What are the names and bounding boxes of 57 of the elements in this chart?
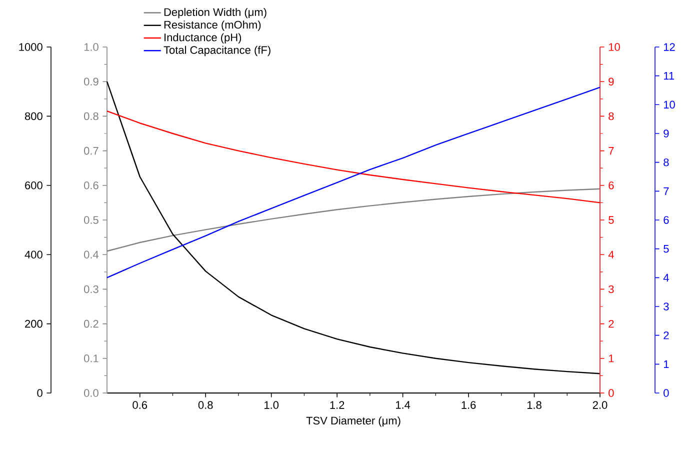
y-tick-label: 0.4 bbox=[84, 250, 99, 258]
x-tick-label: 2.0 bbox=[592, 401, 608, 409]
y2-tick-label: 1000 bbox=[19, 43, 42, 51]
y2-tick-label: 11 bbox=[664, 72, 674, 80]
y-tick-label: 9 bbox=[608, 78, 614, 86]
x-tick-label: 1.6 bbox=[462, 401, 476, 409]
y-tick-label: 0.6 bbox=[84, 182, 98, 190]
line-series bbox=[106, 188, 601, 252]
y-tick-label: 3 bbox=[608, 285, 614, 294]
x-tick-label: 0.6 bbox=[132, 401, 148, 409]
y2-tick-label: 6 bbox=[664, 216, 669, 224]
y-tick-label: 0.3 bbox=[84, 285, 98, 294]
y2-tick-label: 1 bbox=[664, 360, 669, 368]
x-tick-label: 1.2 bbox=[330, 401, 344, 409]
y-tick-label: 10 bbox=[608, 43, 620, 51]
x-tick-label: 1.8 bbox=[527, 401, 542, 409]
y2-tick-label: 12 bbox=[664, 43, 675, 51]
y2-tick-label: 400 bbox=[24, 250, 42, 258]
y2-tick-label: 8 bbox=[664, 158, 669, 166]
x-axis-title: TSV Diameter (μm) bbox=[306, 416, 400, 427]
y-tick-label: 0.5 bbox=[84, 216, 98, 224]
y2-tick-label: 10 bbox=[664, 100, 675, 109]
y2-tick-label: 5 bbox=[664, 245, 669, 253]
y-tick-label: 0 bbox=[608, 389, 614, 397]
y-tick-label: 5 bbox=[608, 216, 614, 224]
x-tick-label: 0.8 bbox=[198, 401, 213, 409]
line-series bbox=[106, 86, 601, 278]
y2-tick-label: 200 bbox=[25, 320, 42, 328]
y2-tick-label: 2 bbox=[664, 332, 669, 340]
y-tick-label: 7 bbox=[608, 147, 614, 155]
y2-tick-label: 4 bbox=[663, 274, 669, 282]
y2-tick-label: 0 bbox=[37, 389, 42, 397]
y-tick-label: 1 bbox=[608, 354, 614, 362]
y-tick-label: 0.2 bbox=[84, 320, 98, 328]
y-tick-label: 0.0 bbox=[84, 389, 98, 397]
legend-label: Total Capacitance (fF) bbox=[164, 46, 270, 56]
legend-label: Depletion Width (μm) bbox=[164, 8, 266, 18]
x-tick-label: 1.4 bbox=[396, 401, 410, 409]
y2-tick-label: 9 bbox=[664, 130, 669, 138]
y2-tick-label: 3 bbox=[664, 302, 669, 310]
y-tick-label: 8 bbox=[608, 112, 614, 120]
line-series bbox=[106, 81, 601, 374]
legend-label: Inductance (pH) bbox=[164, 33, 242, 44]
y-tick-label: 6 bbox=[608, 182, 614, 190]
y-tick-label: 2 bbox=[608, 320, 614, 328]
y-tick-label: 1.0 bbox=[84, 43, 98, 51]
y2-tick-label: 800 bbox=[24, 112, 42, 120]
y-tick-label: 4 bbox=[608, 250, 614, 258]
y2-tick-label: 0 bbox=[664, 389, 669, 397]
y2-tick-label: 7 bbox=[664, 187, 669, 195]
x-tick-label: 1.0 bbox=[264, 401, 279, 409]
legend-label: Resistance (mOhm) bbox=[164, 20, 261, 31]
y2-tick-label: 600 bbox=[25, 182, 42, 190]
y-tick-label: 0.7 bbox=[84, 146, 98, 155]
y-tick-label: 0.8 bbox=[84, 112, 98, 120]
y-tick-label: 0.1 bbox=[84, 354, 98, 362]
y-tick-label: 0.9 bbox=[84, 78, 98, 86]
